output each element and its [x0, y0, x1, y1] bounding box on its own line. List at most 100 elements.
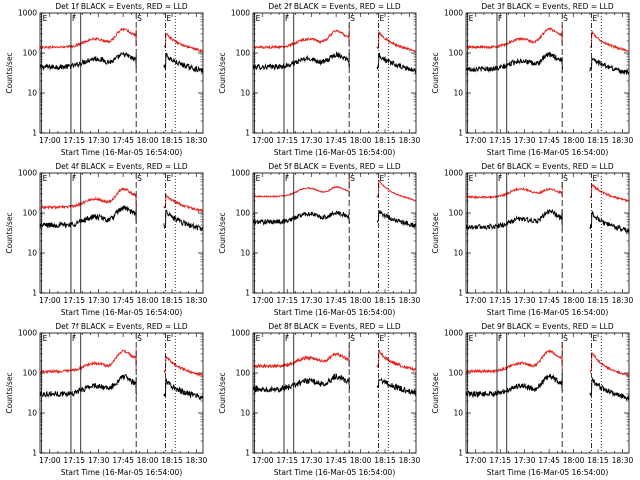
y-tick-label: 10 — [453, 409, 463, 418]
x-tick-label: 17:15 — [489, 456, 511, 465]
event-marker-label: S — [350, 14, 355, 23]
y-tick-label: 10 — [27, 249, 37, 258]
event-marker-label: F — [498, 174, 502, 183]
x-tick-label: 18:15 — [374, 296, 396, 305]
y-tick-label: 1 — [32, 129, 37, 138]
event-marker-label: E — [380, 334, 385, 343]
x-tick-label: 18:30 — [186, 296, 208, 305]
event-marker-label: E — [593, 334, 598, 343]
x-tick-label: 17:45 — [112, 456, 134, 465]
y-tick-label: 1000 — [231, 9, 250, 18]
series-line — [465, 27, 563, 51]
x-tick-label: 17:30 — [514, 296, 536, 305]
x-tick-label: 18:00 — [137, 296, 159, 305]
x-tick-label: 18:00 — [137, 456, 159, 465]
y-tick-label: 10 — [27, 409, 37, 418]
x-tick-label: 17:00 — [465, 296, 487, 305]
y-tick-label: 10 — [240, 409, 250, 418]
series-line — [163, 52, 204, 74]
x-tick-label: 17:00 — [465, 456, 487, 465]
x-tick-label: 17:45 — [325, 296, 347, 305]
x-tick-label: 17:15 — [63, 136, 85, 145]
plot-frame — [252, 332, 417, 454]
x-tick-label: 17:30 — [88, 456, 110, 465]
detector-chart: Det 9f BLACK = Events, RED = LLD Counts/s… — [431, 322, 634, 477]
detector-panel: Det 2f BLACK = Events, RED = LLD Counts/s… — [213, 0, 426, 160]
event-marker-label: E — [469, 174, 474, 183]
x-tick-label: 17:30 — [88, 136, 110, 145]
detector-panel: Det 3f BLACK = Events, RED = LLD Counts/s… — [426, 0, 639, 160]
detector-chart: Det 3f BLACK = Events, RED = LLD Counts/s… — [431, 2, 634, 157]
x-axis-label: Start Time (16-Mar-05 16:54:00) — [274, 148, 396, 157]
y-axis-label: Counts/sec — [5, 212, 14, 253]
plot-frame — [252, 172, 417, 294]
x-tick-label: 17:45 — [538, 456, 560, 465]
y-tick-label: 1 — [245, 129, 250, 138]
series-line — [376, 180, 417, 202]
x-tick-label: 17:15 — [276, 136, 298, 145]
event-marker-label: E — [167, 334, 172, 343]
x-tick-label: 17:00 — [39, 296, 61, 305]
y-axis-label: Counts/sec — [218, 52, 227, 93]
y-tick-label: 1000 — [444, 329, 463, 338]
x-axis-label: Start Time (16-Mar-05 16:54:00) — [61, 308, 183, 317]
x-tick-label: 17:30 — [301, 456, 323, 465]
y-tick-label: 10 — [453, 249, 463, 258]
x-axis-label: Start Time (16-Mar-05 16:54:00) — [274, 308, 396, 317]
series-line — [589, 30, 630, 52]
event-marker-label: F — [498, 14, 502, 23]
plot-frame — [465, 12, 630, 134]
detector-chart: Det 2f BLACK = Events, RED = LLD Counts/s… — [218, 2, 421, 157]
x-tick-label: 18:30 — [186, 456, 208, 465]
series-line — [163, 209, 204, 232]
event-marker-label: F — [72, 14, 76, 23]
x-tick-label: 18:30 — [612, 456, 634, 465]
y-axis-label: Counts/sec — [431, 212, 440, 253]
y-tick-label: 1 — [458, 289, 463, 298]
x-axis-label: Start Time (16-Mar-05 16:54:00) — [487, 308, 609, 317]
y-tick-label: 10 — [240, 249, 250, 258]
x-tick-label: 17:45 — [538, 136, 560, 145]
event-marker-label: S — [137, 174, 142, 183]
chart-title: Det 6f BLACK = Events, RED = LLD — [481, 162, 614, 171]
event-marker-label: E — [256, 334, 261, 343]
series-line — [39, 186, 138, 210]
event-marker-label: E — [43, 14, 48, 23]
y-axis-label: Counts/sec — [218, 212, 227, 253]
series-line — [252, 351, 350, 370]
event-marker-label: S — [350, 174, 355, 183]
y-tick-label: 100 — [236, 369, 251, 378]
x-tick-label: 18:15 — [587, 456, 609, 465]
series-line — [589, 377, 630, 402]
chart-title: Det 4f BLACK = Events, RED = LLD — [55, 162, 188, 171]
chart-title: Det 2f BLACK = Events, RED = LLD — [268, 2, 401, 11]
y-tick-label: 100 — [23, 49, 38, 58]
event-marker-label: E — [167, 174, 172, 183]
y-tick-label: 100 — [23, 369, 38, 378]
y-tick-label: 100 — [23, 209, 38, 218]
chart-title: Det 7f BLACK = Events, RED = LLD — [55, 322, 188, 331]
detector-panel: Det 1f BLACK = Events, RED = LLD Counts/s… — [0, 0, 213, 160]
y-axis-label: Counts/sec — [218, 372, 227, 413]
x-axis-label: Start Time (16-Mar-05 16:54:00) — [61, 468, 183, 477]
x-tick-label: 17:15 — [276, 456, 298, 465]
series-line — [39, 204, 137, 229]
y-axis-label: Counts/sec — [5, 52, 14, 93]
y-tick-label: 100 — [236, 209, 251, 218]
detector-panel: Det 5f BLACK = Events, RED = LLD Counts/s… — [213, 160, 426, 320]
x-tick-label: 18:00 — [350, 136, 372, 145]
series-line — [376, 31, 417, 53]
chart-title: Det 8f BLACK = Events, RED = LLD — [268, 322, 401, 331]
series-line — [376, 349, 417, 373]
x-tick-label: 17:00 — [252, 456, 274, 465]
plot-frame — [39, 12, 204, 134]
y-tick-label: 1 — [458, 129, 463, 138]
detector-chart: Det 1f BLACK = Events, RED = LLD Counts/s… — [5, 2, 208, 157]
event-marker-label: F — [72, 334, 76, 343]
y-axis-label: Counts/sec — [431, 52, 440, 93]
x-tick-label: 17:15 — [63, 456, 85, 465]
x-tick-label: 18:15 — [587, 136, 609, 145]
series-line — [163, 194, 204, 213]
x-tick-label: 18:00 — [563, 296, 585, 305]
series-line — [465, 208, 564, 231]
